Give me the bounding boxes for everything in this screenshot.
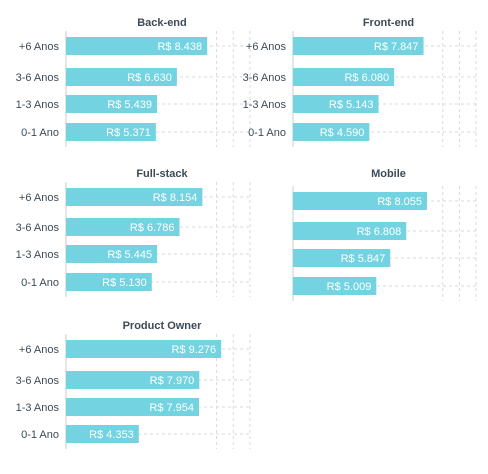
- bar-value-label: R$ 4.590: [320, 127, 365, 139]
- bar-value-label: R$ 7.847: [374, 41, 419, 53]
- bar-value-label: R$ 8.154: [153, 192, 198, 204]
- bar: [293, 95, 379, 113]
- bar-value-label: R$ 5.445: [107, 249, 152, 261]
- category-label: +6 Anos: [246, 41, 287, 53]
- bar: [66, 188, 203, 206]
- bar: [293, 123, 370, 141]
- bar-value-label: R$ 6.080: [344, 72, 389, 84]
- chart-title: Back-end: [137, 17, 187, 29]
- bar: [66, 95, 157, 113]
- category-label: 3-6 Anos: [16, 375, 60, 387]
- category-label: 1-3 Anos: [16, 402, 60, 414]
- bar: [66, 37, 208, 55]
- chart-title: Full-stack: [136, 168, 188, 180]
- bar: [66, 425, 139, 443]
- bar-value-label: R$ 8.055: [377, 196, 422, 208]
- bar: [66, 218, 180, 236]
- category-label: 0-1 Ano: [21, 277, 59, 289]
- bar-value-label: R$ 5.847: [341, 253, 386, 265]
- bar: [66, 340, 222, 358]
- category-label: +6 Anos: [19, 344, 60, 356]
- bar: [293, 222, 407, 240]
- bar-value-label: R$ 4.353: [89, 429, 134, 441]
- bar: [66, 68, 177, 86]
- bar: [293, 277, 377, 295]
- category-label: 1-3 Anos: [16, 99, 60, 111]
- category-label: 0-1 Ano: [248, 127, 286, 139]
- chart-title: Product Owner: [123, 320, 203, 332]
- category-label: 3-6 Anos: [243, 72, 287, 84]
- category-label: 0-1 Ano: [21, 127, 59, 139]
- bar: [293, 249, 391, 267]
- bar: [66, 398, 200, 416]
- category-label: 3-6 Anos: [16, 222, 60, 234]
- category-label: 3-6 Anos: [16, 72, 60, 84]
- category-label: 1-3 Anos: [243, 99, 287, 111]
- bar-value-label: R$ 9.276: [172, 344, 217, 356]
- bar-value-label: R$ 6.808: [357, 226, 402, 238]
- bar: [66, 245, 158, 263]
- bar: [293, 37, 424, 55]
- bar-value-label: R$ 7.954: [149, 402, 194, 414]
- category-label: +6 Anos: [19, 192, 60, 204]
- bar-value-label: R$ 5.439: [107, 99, 152, 111]
- bar-value-label: R$ 6.786: [130, 222, 175, 234]
- category-label: 0-1 Ano: [21, 429, 59, 441]
- bar-value-label: R$ 5.143: [329, 99, 374, 111]
- bar: [293, 192, 428, 210]
- bar: [293, 68, 395, 86]
- bar: [66, 123, 156, 141]
- bar-value-label: R$ 7.970: [150, 375, 195, 387]
- chart-title: Mobile: [371, 168, 406, 180]
- bar-value-label: R$ 5.371: [106, 127, 151, 139]
- bar-value-label: R$ 6.630: [127, 72, 172, 84]
- bar-value-label: R$ 5.130: [102, 277, 147, 289]
- category-label: +6 Anos: [19, 41, 60, 53]
- category-label: 1-3 Anos: [16, 249, 60, 261]
- bar-value-label: R$ 5.009: [327, 281, 372, 293]
- bar: [66, 371, 200, 389]
- bar: [66, 273, 152, 291]
- bar-value-label: R$ 8.438: [157, 41, 202, 53]
- chart-title: Front-end: [363, 17, 414, 29]
